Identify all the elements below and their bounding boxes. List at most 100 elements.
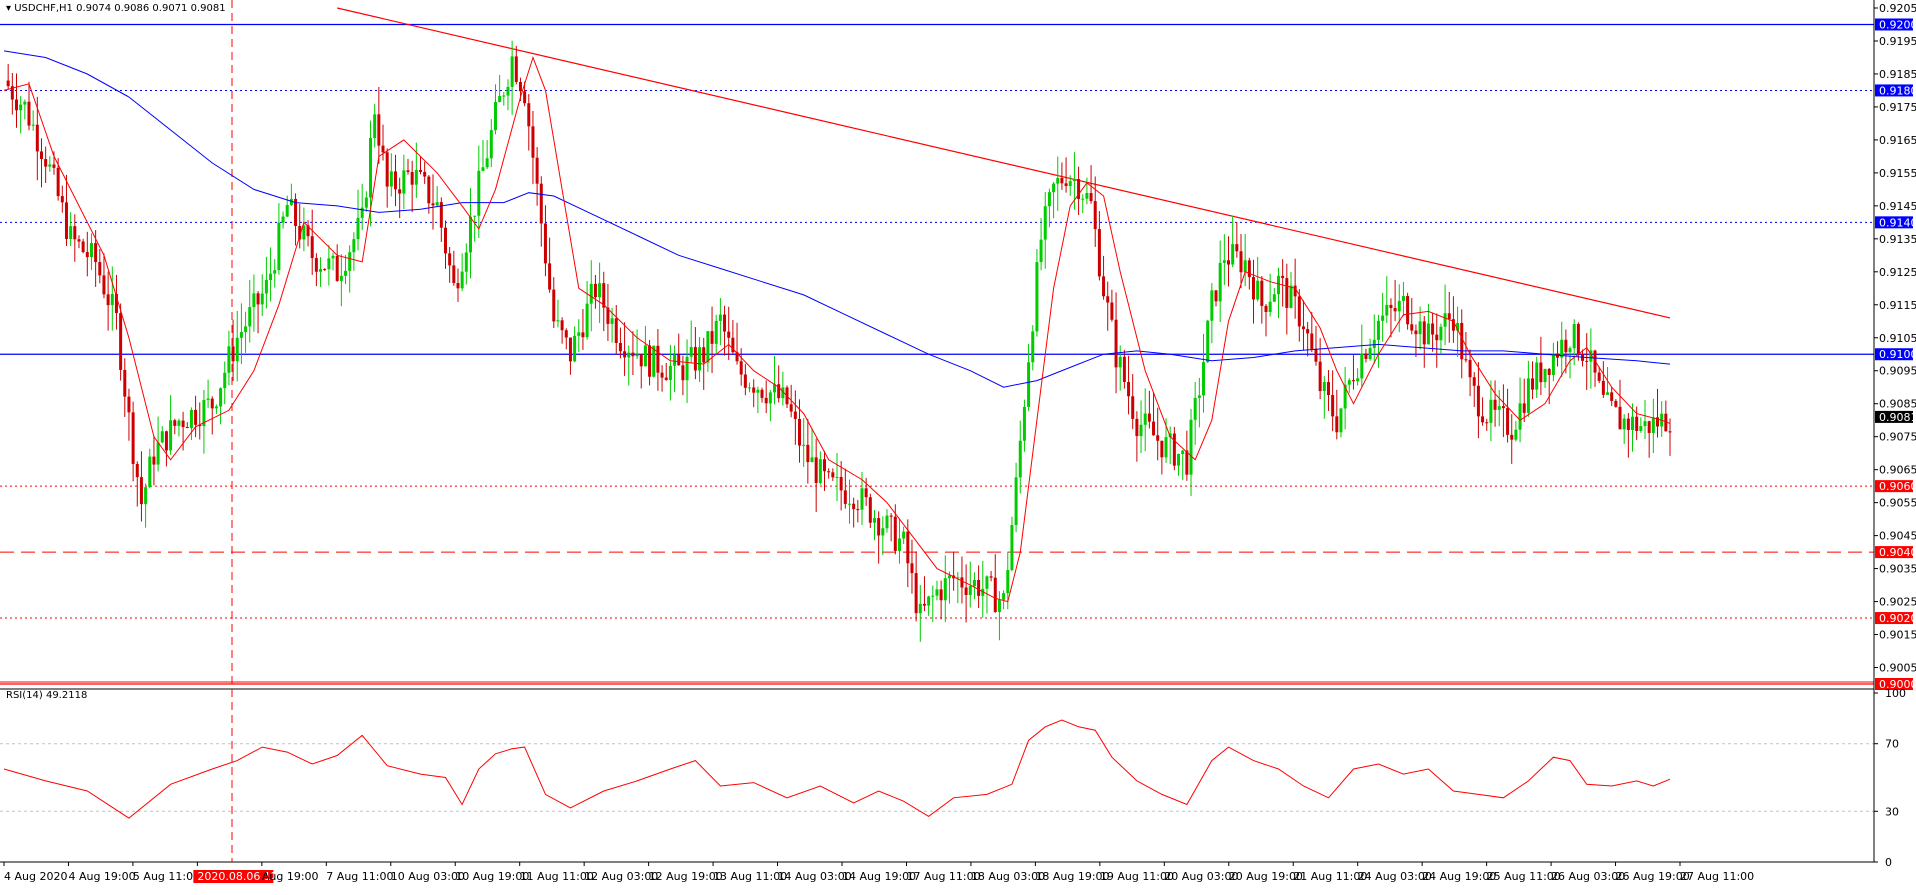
candle-body bbox=[1372, 339, 1376, 348]
candle-body bbox=[1435, 334, 1439, 341]
candle-body bbox=[1668, 431, 1672, 433]
rsi-line bbox=[3, 719, 1671, 819]
candle-body bbox=[727, 331, 731, 338]
candle-body bbox=[189, 409, 193, 429]
price-tick-label: 0.9205 bbox=[1879, 2, 1916, 15]
candle-body bbox=[1485, 422, 1489, 424]
candle-body bbox=[131, 412, 135, 464]
level-price-tag bbox=[1875, 348, 1913, 361]
candle-body bbox=[1614, 400, 1618, 407]
candle-body bbox=[14, 99, 18, 111]
candle-body bbox=[1018, 440, 1022, 478]
candle-body bbox=[1239, 251, 1243, 273]
candle-body bbox=[394, 171, 398, 190]
candle-body bbox=[1010, 525, 1014, 571]
candle-body bbox=[1635, 416, 1639, 431]
candle-body bbox=[1639, 426, 1643, 431]
candle-body bbox=[702, 347, 706, 363]
candle-body bbox=[552, 289, 556, 322]
candle-body bbox=[773, 384, 777, 393]
candle-body bbox=[1489, 399, 1493, 423]
candle-body bbox=[627, 352, 631, 358]
candle-body bbox=[648, 345, 652, 377]
chart-menu-arrow-icon[interactable]: ▾ bbox=[6, 3, 12, 14]
candle-body bbox=[652, 345, 656, 377]
candle-body bbox=[593, 283, 597, 298]
candle-body bbox=[1081, 198, 1085, 200]
candle-body bbox=[314, 258, 318, 272]
candle-body bbox=[298, 226, 302, 240]
candle-body bbox=[1626, 418, 1630, 430]
price-tick-label: 0.9165 bbox=[1879, 134, 1916, 147]
candle-body bbox=[1047, 192, 1051, 207]
candle-body bbox=[248, 307, 252, 327]
candle-body bbox=[1043, 206, 1047, 240]
price-tick-label: 0.9125 bbox=[1879, 266, 1916, 279]
candle-body bbox=[1218, 262, 1222, 302]
candle-body bbox=[1227, 260, 1231, 265]
candle-body bbox=[135, 463, 139, 478]
candle-body bbox=[60, 196, 64, 203]
candle-body bbox=[1447, 313, 1451, 320]
candle-body bbox=[610, 318, 614, 324]
candle-body bbox=[893, 516, 897, 551]
time-tick-label: 17 Aug 11:00 bbox=[906, 870, 980, 883]
price-tick-label: 0.9115 bbox=[1879, 299, 1916, 312]
candle-body bbox=[1193, 397, 1197, 420]
candle-body bbox=[843, 490, 847, 504]
candle-body bbox=[1231, 244, 1235, 265]
price-tick-label: 0.9025 bbox=[1879, 596, 1916, 609]
candle-body bbox=[1656, 417, 1660, 427]
candle-body bbox=[1127, 381, 1131, 397]
candle-body bbox=[1431, 323, 1435, 335]
candle-body bbox=[364, 197, 368, 208]
candle-body bbox=[1551, 353, 1555, 375]
candle-body bbox=[1443, 313, 1447, 327]
candle-body bbox=[1281, 275, 1285, 279]
candle-body bbox=[1106, 296, 1110, 303]
candle-body bbox=[1393, 308, 1397, 312]
candle-body bbox=[389, 171, 393, 187]
price-tick-label: 0.9085 bbox=[1879, 398, 1916, 411]
candle-body bbox=[889, 515, 893, 517]
level-price-label: 0.9000 bbox=[1879, 678, 1916, 691]
candle-body bbox=[947, 575, 951, 579]
candle-body bbox=[369, 138, 373, 198]
candle-body bbox=[968, 586, 972, 595]
price-tick-label: 0.9035 bbox=[1879, 563, 1916, 576]
time-tick-label: 11 Aug 11:00 bbox=[520, 870, 594, 883]
candle-body bbox=[27, 101, 31, 126]
slow-moving-average bbox=[3, 50, 1671, 388]
candle-body bbox=[281, 216, 285, 223]
candle-body bbox=[81, 241, 85, 253]
candle-body bbox=[1272, 294, 1276, 302]
candle-body bbox=[1027, 362, 1031, 407]
candle-body bbox=[810, 457, 814, 463]
candle-body bbox=[1501, 406, 1505, 409]
candle-body bbox=[198, 424, 202, 427]
candle-body bbox=[852, 503, 856, 510]
time-tick-label: 4 Aug 2020 bbox=[4, 870, 67, 883]
candle-body bbox=[1189, 419, 1193, 475]
candle-body bbox=[219, 388, 223, 407]
candle-body bbox=[385, 152, 389, 187]
candle-body bbox=[1035, 262, 1039, 332]
candle-body bbox=[1172, 433, 1176, 466]
candle-body bbox=[1181, 450, 1185, 454]
candle-body bbox=[1385, 304, 1389, 316]
candle-body bbox=[439, 202, 443, 228]
candle-body bbox=[431, 203, 435, 206]
time-tick-label: 26 Aug 19:00 bbox=[1616, 870, 1690, 883]
candle-body bbox=[927, 596, 931, 606]
candle-body bbox=[398, 189, 402, 194]
candle-body bbox=[239, 332, 243, 338]
candle-body bbox=[710, 331, 714, 344]
candle-body bbox=[1410, 324, 1414, 331]
candle-body bbox=[1522, 403, 1526, 413]
candle-body bbox=[985, 576, 989, 589]
candle-body bbox=[1576, 323, 1580, 355]
candle-body bbox=[527, 103, 531, 127]
candle-body bbox=[52, 164, 56, 168]
candle-body bbox=[468, 216, 472, 253]
